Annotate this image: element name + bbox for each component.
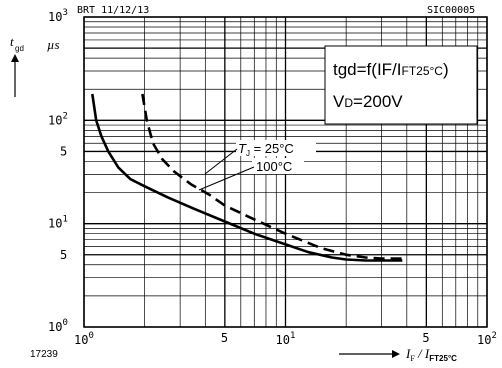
series-label-25c: TJ = 25°C <box>204 140 316 175</box>
curves <box>91 93 403 262</box>
series-line-25c <box>91 93 403 262</box>
svg-text:tgd=f(IF/IFT25°C): tgd=f(IF/IFT25°C) <box>333 60 449 79</box>
y-tick-label: 103 <box>48 8 68 24</box>
svg-text:VD=200V: VD=200V <box>333 92 403 111</box>
svg-text:TJ = 25°C: TJ = 25°C <box>238 141 294 158</box>
header-left: BRT 11/12/13 <box>77 5 149 16</box>
plot-frame <box>83 16 488 328</box>
series-line-100c <box>141 93 403 260</box>
y-tick-label: 100 <box>48 318 68 334</box>
tick-labels: 100 5 101 5 102 100 5 101 5 102 103 <box>48 8 497 347</box>
x-tick-label: 101 <box>276 331 296 347</box>
x-tick-label: 102 <box>477 331 497 347</box>
y-tick-label: 5 <box>60 248 67 262</box>
formula-box: tgd=f(IF/IFT25°C) VD=200V <box>324 45 478 125</box>
header-right: SIC00005 <box>427 5 475 16</box>
y-tick-label: 101 <box>48 215 68 231</box>
svg-text:IF / IFT25°C: IF / IFT25°C <box>405 346 457 363</box>
y-axis-label: t gd µs <box>10 34 60 97</box>
svg-text:µs: µs <box>47 37 60 52</box>
series-label-100c: 100°C <box>198 158 304 191</box>
x-tick-label: 5 <box>422 331 429 345</box>
x-axis-label: IF / IFT25°C <box>339 346 457 363</box>
svg-text:100°C: 100°C <box>256 159 292 174</box>
y-tick-label: 102 <box>48 111 68 127</box>
x-tick-label: 100 <box>74 331 94 347</box>
svg-text:t: t <box>10 34 14 49</box>
x-tick-label: 5 <box>221 331 228 345</box>
y-tick-label: 5 <box>60 144 67 158</box>
svg-text:gd: gd <box>15 44 24 53</box>
figure-number: 17239 <box>30 349 58 360</box>
